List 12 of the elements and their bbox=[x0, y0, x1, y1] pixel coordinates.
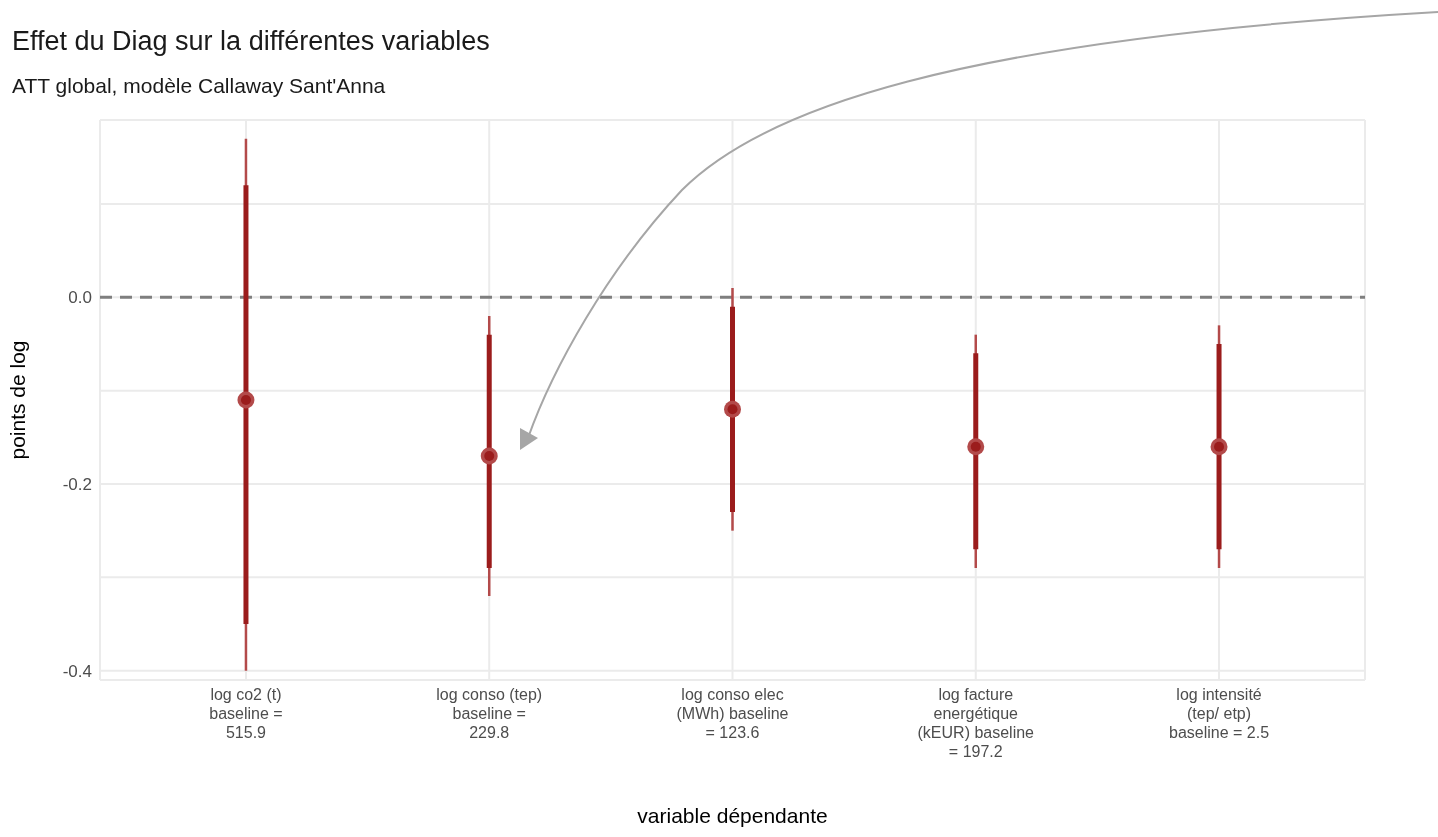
x-tick-label: log co2 (t) baseline = 515.9 bbox=[209, 686, 283, 741]
y-tick-label: 0.0 bbox=[68, 288, 92, 308]
x-axis-title: variable dépendante bbox=[637, 804, 828, 827]
x-tick-label: log conso (tep) baseline = 229.8 bbox=[436, 686, 543, 741]
chart-title: Effet du Diag sur la différentes variables bbox=[12, 26, 490, 57]
x-tick-label: log facture energétique (kEUR) baseline = 197.2 bbox=[917, 686, 1035, 760]
y-tick-label: -0.4 bbox=[62, 661, 92, 681]
x-tick-label: log intensité (tep/ etp) baseline = 2.5 bbox=[1169, 686, 1270, 741]
y-axis-title: points de log bbox=[6, 340, 30, 460]
y-tick-label: -0.2 bbox=[62, 475, 92, 495]
x-tick-label: log conso elec (MWh) baseline = 123.6 bbox=[676, 686, 789, 741]
chart-subtitle: ATT global, modèle Callaway Sant'Anna bbox=[12, 74, 386, 98]
